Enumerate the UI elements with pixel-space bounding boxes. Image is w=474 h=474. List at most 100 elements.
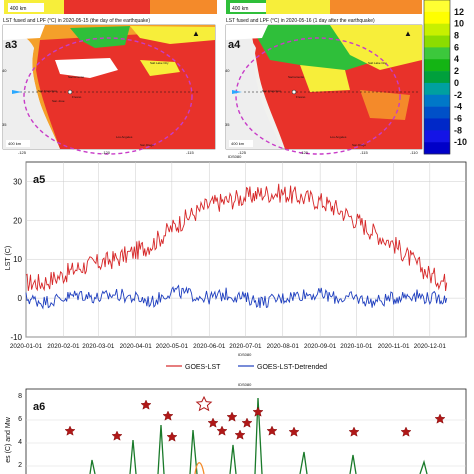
map-a3-label: a3 bbox=[5, 39, 17, 51]
map-a3-place-6: Los Angeles bbox=[116, 135, 133, 139]
a5-ytick-label: 10 bbox=[13, 255, 22, 264]
map-a4-place-3: Fresno bbox=[296, 95, 306, 99]
map-a4-title: LST fused and LPF (°C) in 2020-05-16 (1 … bbox=[226, 18, 375, 24]
colorbar-tick-label: 12 bbox=[454, 7, 464, 17]
a5-xtick-label: 2020-09-01 bbox=[304, 343, 337, 350]
colorbar-swatch bbox=[424, 82, 450, 96]
a5-credit: IDS080 bbox=[238, 352, 252, 357]
map-a4-place-5: Los Angeles bbox=[330, 135, 347, 139]
a6-ytick-8: 8 bbox=[18, 393, 22, 400]
map-a3-place-1: Sacramento bbox=[68, 75, 85, 79]
map-a3-lat-35: 35 bbox=[2, 122, 7, 127]
map-a3-lon-1: -125 bbox=[18, 150, 27, 155]
map-a4-place-2: San Francisco bbox=[262, 89, 282, 93]
colorbar-swatch bbox=[424, 118, 450, 131]
a5-xtick-label: 2020-12-01 bbox=[414, 343, 447, 350]
map-a4-lon-2: -120 bbox=[300, 150, 309, 155]
chart-a5: -10 0 10 20 30 2020-01-01 2020-02-01 2020-03-0… bbox=[5, 161, 467, 371]
colorbar-swatch bbox=[424, 0, 450, 13]
map-a3-lat-40: 40 bbox=[2, 68, 7, 73]
colorbar-swatch bbox=[424, 11, 450, 24]
a5-ytick-label: 30 bbox=[13, 177, 22, 186]
a5-series bbox=[25, 183, 448, 310]
map-a3-place-4: San Jose bbox=[52, 99, 65, 103]
a6-panel-label: a6 bbox=[33, 401, 45, 413]
map-a3-place-2: San Francisco bbox=[38, 89, 58, 93]
colorbar-swatch bbox=[424, 130, 450, 143]
a6-y-axis-label: es (C) and Mw bbox=[5, 416, 12, 462]
map-credit: IDS080 bbox=[228, 154, 242, 159]
map-a3-place-7: San Diego bbox=[140, 143, 154, 147]
a5-x-ticks: 2020-01-01 2020-02-01 2020-03-01 2020-04-01… bbox=[10, 343, 447, 350]
a5-xtick-label: 2020-04-01 bbox=[120, 343, 153, 350]
a5-xtick-label: 2020-07-01 bbox=[229, 343, 262, 350]
a5-xtick-label: 2020-08-01 bbox=[267, 343, 300, 350]
map-a3-title: LST fused and LPF (°C) in 2020-05-15 (th… bbox=[3, 18, 150, 24]
map-a4-label: a4 bbox=[228, 39, 241, 51]
colorbar-tick-label: 4 bbox=[454, 54, 459, 64]
a5-y-axis-label: LST (C) bbox=[5, 246, 12, 270]
colorbar-swatch bbox=[424, 71, 450, 84]
colorbar-labels: 12 10 86 4 2 0 -2 -4-6 -8 -10 bbox=[454, 7, 467, 147]
legend-goes-lst: GOES-LST bbox=[185, 364, 221, 371]
a5-xtick-label: 2020-10-01 bbox=[340, 343, 373, 350]
a5-y-ticks: -10 0 10 20 30 bbox=[10, 177, 22, 342]
a5-series-line-goes-lst-detrended bbox=[25, 284, 448, 310]
colorbar-tick-label: -2 bbox=[454, 90, 462, 100]
colorbar-tick-label: -6 bbox=[454, 113, 462, 123]
a5-series-line-goes-lst bbox=[25, 183, 448, 292]
a5-legend: GOES-LST GOES-LST-Detrended bbox=[166, 364, 327, 371]
map-a4-scale: 400 km bbox=[231, 141, 245, 146]
chart-a6: IDS080 8 6 4 2 a6 es (C) and Mw bbox=[5, 382, 467, 474]
legend-goes-lst-detrended: GOES-LST-Detrended bbox=[257, 364, 327, 371]
colorbar-tick-label: 10 bbox=[454, 19, 464, 29]
map-a4-lon-1: -125 bbox=[238, 150, 247, 155]
a6-ytick-4: 4 bbox=[18, 439, 22, 446]
top-scale-left: 400 km bbox=[10, 6, 26, 12]
colorbar-swatch bbox=[424, 106, 450, 119]
colorbar: 12 10 86 4 2 0 -2 -4-6 -8 -10 bbox=[423, 0, 467, 155]
map-a3-scale: 400 km bbox=[8, 141, 22, 146]
a5-ytick-label: 0 bbox=[18, 294, 23, 303]
colorbar-tick-label: 0 bbox=[454, 78, 459, 88]
map-a3-place-5: Salt Lake City bbox=[150, 61, 169, 65]
a5-xtick-label: 2020-01-01 bbox=[10, 343, 43, 350]
map-a4-place-4: Salt Lake City bbox=[368, 61, 387, 65]
map-a4: LST fused and LPF (°C) in 2020-05-16 (1 … bbox=[225, 18, 423, 155]
north-arrow-icon: ▲ bbox=[192, 29, 200, 38]
map-a4-lon-4: -110 bbox=[410, 150, 418, 155]
colorbar-tick-label: -8 bbox=[454, 125, 462, 135]
colorbar-swatches bbox=[423, 0, 451, 155]
colorbar-swatch bbox=[424, 142, 450, 155]
colorbar-swatch bbox=[424, 35, 450, 48]
map-a4-lat-40: 40 bbox=[225, 68, 230, 73]
colorbar-tick-label: -10 bbox=[454, 137, 467, 147]
top-scale-right: 400 km bbox=[232, 6, 248, 12]
colorbar-tick-label: -4 bbox=[454, 102, 462, 112]
a5-ytick-label: -10 bbox=[10, 333, 22, 342]
a6-ytick-6: 6 bbox=[18, 416, 22, 423]
map-a3-place-3: Fresno bbox=[72, 95, 82, 99]
a5-xtick-label: 2020-06-01 bbox=[193, 343, 226, 350]
a5-xtick-label: 2020-05-01 bbox=[156, 343, 189, 350]
a6-ytick-2: 2 bbox=[18, 462, 22, 469]
a5-xtick-label: 2020-02-01 bbox=[47, 343, 80, 350]
map-a3: LST fused and LPF (°C) in 2020-05-15 (th… bbox=[2, 18, 216, 155]
map-a4-lat-35: 35 bbox=[225, 122, 230, 127]
a5-panel-label: a5 bbox=[33, 174, 45, 186]
a5-ytick-label: 20 bbox=[13, 216, 22, 225]
map-a3-lon-3: -115 bbox=[186, 150, 194, 155]
map-a4-place-1: Sacramento bbox=[288, 75, 305, 79]
colorbar-tick-label: 2 bbox=[454, 66, 459, 76]
colorbar-swatch bbox=[424, 94, 450, 107]
north-arrow-icon: ▲ bbox=[404, 29, 412, 38]
colorbar-tick-label: 6 bbox=[454, 42, 459, 52]
earthquake-star-icon bbox=[195, 395, 213, 412]
colorbar-swatch bbox=[424, 59, 450, 72]
a5-xtick-label: 2020-11-01 bbox=[378, 343, 410, 350]
map-a4-place-6: San Diego bbox=[352, 143, 366, 147]
colorbar-swatch bbox=[424, 23, 450, 36]
a6-credit: IDS080 bbox=[238, 382, 252, 387]
map-a4-lon-3: -115 bbox=[360, 150, 368, 155]
